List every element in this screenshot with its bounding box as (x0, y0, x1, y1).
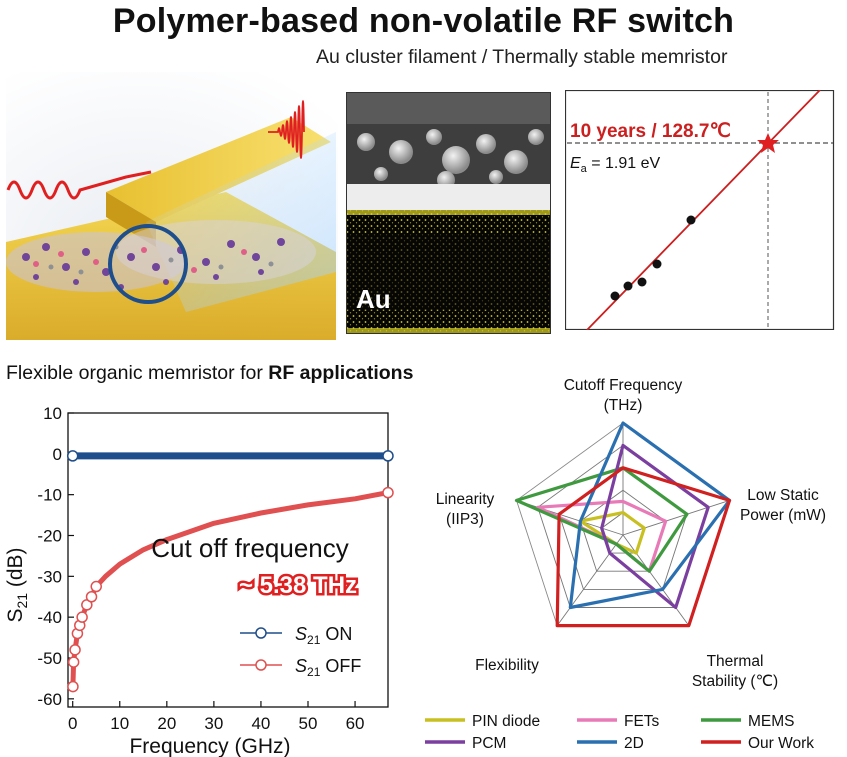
data-point (637, 277, 647, 287)
device-schematic-illustration (6, 72, 338, 340)
section-heading-prefix: Flexible organic memristor for (6, 362, 269, 384)
x-tick-label: 30 (204, 714, 223, 733)
radar-series-pcm (600, 443, 710, 610)
y-tick-label: -10 (37, 486, 62, 505)
lifetime-annotation: 10 years / 128.7℃ (570, 121, 731, 142)
section-heading-bold: RF applications (268, 362, 414, 384)
s21-legend: S21 ON S21 OFF (240, 624, 361, 679)
arrhenius-frame (565, 90, 835, 330)
s21-off-point (76, 611, 88, 623)
cutoff-frequency-value: ~ 5.38 THz (239, 572, 357, 599)
figure-subtitle: Au cluster filament / Thermally stable m… (316, 46, 728, 68)
performance-radar-chart: Cutoff Frequency (THz) Low Static Power (mW… (425, 377, 826, 752)
s21-off-point (67, 680, 79, 693)
legend-marker-on (255, 627, 267, 639)
tem-au-mapping-image: Au (346, 92, 551, 334)
data-point (610, 291, 620, 301)
x-tick-label: 50 (299, 714, 318, 733)
radar-axis-spoke (556, 534, 624, 626)
radar-legend-label: MEMS (748, 713, 795, 730)
extrapolation-star-marker (757, 133, 779, 153)
radar-axis-label: Thermal Stability (℃) (692, 653, 778, 690)
radar-axis-label: Flexibility (475, 657, 539, 674)
cutoff-frequency-annotation: Cut off frequency (151, 533, 349, 563)
tem-element-label: Au (356, 284, 391, 314)
y-tick-label: -40 (37, 608, 62, 627)
radar-axis-label: Cutoff Frequency (THz) (564, 377, 683, 414)
s21-on-point (66, 450, 79, 462)
radar-axis-spoke (622, 499, 730, 536)
legend-label-on: S21 ON (295, 624, 352, 647)
radar-grid-ring (579, 489, 667, 572)
y-tick-label: -50 (37, 649, 62, 668)
s21-off-point (382, 486, 394, 499)
arrhenius-data-points (610, 215, 696, 301)
radar-legend-label: PIN diode (472, 713, 540, 730)
y-tick-label: 10 (43, 404, 62, 423)
x-tick-label: 40 (251, 714, 270, 733)
x-tick-label: 60 (346, 714, 365, 733)
s21-off-point (90, 580, 102, 593)
radar-axis-label: Linearity (IIP3) (436, 491, 495, 528)
s21-frequency-chart: 0 10 20 30 40 50 60 10 0 -10 -20 -30 -40 -50 -60 Frequ… (4, 404, 394, 757)
arrhenius-lifetime-plot: 10 years / 128.7℃ Ea = 1.91 eV (565, 90, 835, 330)
y-tick-label: 0 (53, 445, 62, 464)
radar-legend-label: Our Work (748, 735, 814, 752)
radar-series-mems (514, 466, 689, 573)
section-heading: Flexible organic memristor for RF applic… (6, 362, 413, 385)
y-tick-label: -20 (37, 527, 62, 546)
radar-axis-spoke (622, 534, 690, 626)
radar-series-pin-diode (578, 511, 646, 555)
x-tick-label: 20 (157, 714, 176, 733)
s21-y-axis-label: S21 (dB) (4, 547, 30, 622)
x-tick-label: 10 (110, 714, 129, 733)
radar-legend-label: FETs (624, 713, 660, 730)
data-point (686, 215, 696, 225)
radar-series-our-work (555, 466, 732, 628)
s21-x-axis-label: Frequency (GHz) (129, 735, 290, 757)
s21-off-point (67, 656, 80, 668)
s21-on-point (382, 450, 394, 462)
radar-series-2d (568, 421, 732, 610)
s21-plot-frame (67, 412, 389, 708)
figure-title: Polymer-based non-volatile RF switch (112, 2, 735, 40)
legend-marker-off (255, 659, 267, 671)
radar-legend-label: PCM (472, 735, 506, 752)
y-tick-label: -60 (37, 690, 62, 709)
activation-energy-label: Ea = 1.91 eV (570, 155, 661, 175)
y-tick-label: -30 (37, 567, 62, 586)
s21-off-point (85, 591, 98, 603)
radar-axis-spoke (516, 499, 624, 536)
x-tick-label: 0 (68, 714, 77, 733)
data-point (652, 259, 662, 269)
radar-legend-label: 2D (624, 735, 644, 752)
s21-off-point (69, 644, 81, 656)
arrhenius-fit-line (586, 90, 821, 330)
radar-axis-label: Low Static Power (mW) (740, 487, 826, 524)
data-point (623, 281, 633, 291)
legend-label-off: S21 OFF (295, 656, 361, 679)
